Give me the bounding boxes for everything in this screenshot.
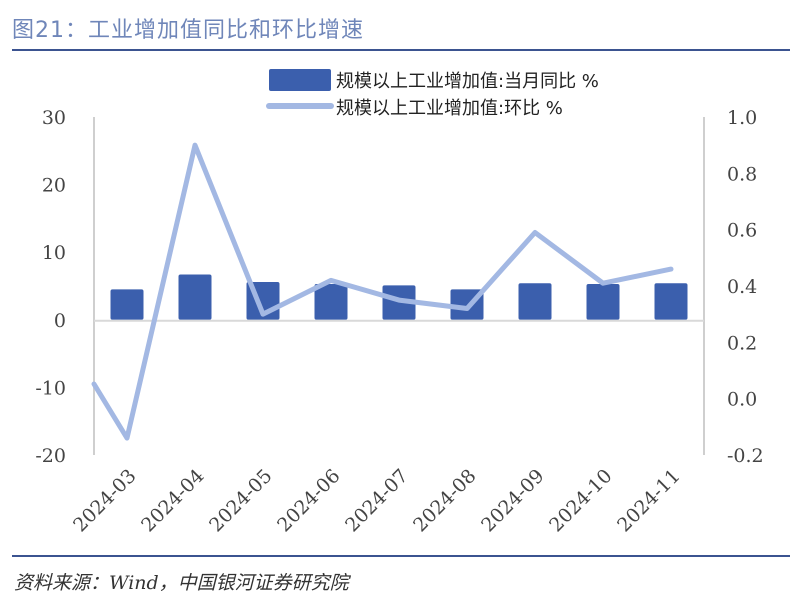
right-tick-label: -0.2	[727, 445, 764, 467]
x-tick-label: 2024-06	[273, 465, 344, 536]
bar-2024-09	[518, 283, 552, 320]
x-tick-label: 2024-08	[409, 465, 480, 536]
x-tick-label: 2024-09	[477, 465, 548, 536]
bar-2024-03	[110, 289, 144, 320]
x-tick-label: 2024-05	[205, 465, 276, 536]
x-tick-label: 2024-10	[545, 465, 616, 536]
bar-2024-10	[586, 283, 620, 320]
left-tick-label: -20	[35, 445, 66, 467]
left-axis-ticks: 30 20 10 0 -10 -20	[35, 107, 66, 467]
right-tick-label: 0.2	[727, 332, 757, 354]
x-axis-labels: 2024-032024-042024-052024-062024-072024-…	[69, 465, 684, 536]
legend-bar-swatch	[269, 69, 331, 91]
right-axis-ticks: 1.0 0.8 0.6 0.4 0.2 0.0 -0.2	[727, 107, 764, 467]
legend: 规模以上工业增加值:当月同比 % 规模以上工业增加值:环比 %	[266, 69, 599, 119]
footer-divider	[12, 555, 790, 557]
right-tick-label: 0.8	[727, 163, 757, 185]
left-tick-label: 10	[42, 242, 66, 264]
bar-2024-04	[178, 274, 212, 320]
x-tick-label: 2024-07	[341, 465, 412, 536]
source-note: 资料来源：Wind，中国银河证券研究院	[14, 572, 349, 594]
legend-bar-label: 规模以上工业增加值:当月同比 %	[336, 71, 599, 92]
title-divider	[12, 49, 790, 51]
legend-line-label: 规模以上工业增加值:环比 %	[336, 98, 563, 119]
x-tick-label: 2024-04	[137, 465, 208, 536]
x-tick-label: 2024-11	[613, 465, 684, 536]
right-tick-label: 0.4	[727, 276, 757, 298]
left-tick-label: 20	[42, 175, 66, 197]
x-tick-label: 2024-03	[69, 465, 140, 536]
page-title: 图21：工业增加值同比和环比增速	[12, 18, 364, 43]
bar-2024-06	[314, 283, 348, 320]
right-tick-label: 0.0	[727, 389, 757, 411]
bar-2024-11	[654, 283, 688, 320]
right-tick-label: 1.0	[727, 107, 757, 129]
left-tick-label: 30	[42, 107, 66, 129]
left-tick-label: 0	[54, 310, 66, 332]
line-series-mom	[91, 142, 674, 441]
left-tick-label: -10	[35, 377, 66, 399]
right-tick-label: 0.6	[727, 220, 757, 242]
